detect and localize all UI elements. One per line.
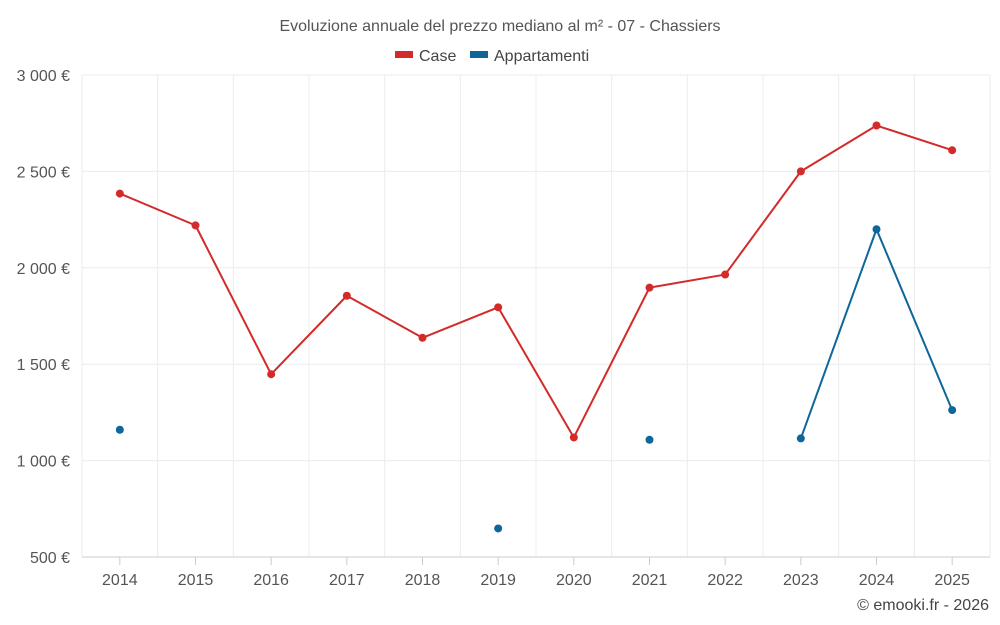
grid bbox=[81, 74, 991, 557]
x-tick-label: 2022 bbox=[707, 572, 743, 589]
x-axis: 2014 2015 2016 2017 2018 2019 2020 2021 2022 2023… bbox=[82, 556, 990, 589]
x-tick-label: 2014 bbox=[102, 572, 138, 589]
y-tick-label: 2 500 € bbox=[17, 164, 70, 181]
legend-swatch bbox=[395, 51, 413, 58]
data-point[interactable] bbox=[645, 283, 654, 292]
chart-title: Evoluzione annuale del prezzo mediano al… bbox=[279, 18, 720, 35]
series-line bbox=[799, 228, 954, 439]
y-tick-label: 1 500 € bbox=[17, 357, 70, 374]
x-tick-label: 2020 bbox=[556, 572, 592, 589]
y-axis: 500 € 1 000 € 1 500 € 2 000 € 2 500 € 3 000 € bbox=[17, 68, 70, 567]
data-point[interactable] bbox=[948, 406, 957, 415]
series-layer bbox=[115, 121, 957, 533]
y-tick-label: 3 000 € bbox=[17, 68, 70, 85]
y-tick-label: 500 € bbox=[30, 550, 70, 567]
x-tick-label: 2015 bbox=[178, 572, 214, 589]
data-point[interactable] bbox=[115, 425, 124, 434]
legend-label[interactable]: Appartamenti bbox=[494, 48, 589, 65]
data-point[interactable] bbox=[569, 433, 578, 442]
y-tick-label: 2 000 € bbox=[17, 261, 70, 278]
data-point[interactable] bbox=[418, 333, 427, 342]
data-point[interactable] bbox=[342, 291, 351, 300]
data-point[interactable] bbox=[494, 303, 503, 312]
data-point[interactable] bbox=[796, 434, 805, 443]
data-point[interactable] bbox=[191, 221, 200, 230]
data-point[interactable] bbox=[645, 435, 654, 444]
series-line bbox=[119, 124, 953, 439]
credit-text: © emooki.fr - 2026 bbox=[857, 597, 989, 614]
data-point[interactable] bbox=[948, 146, 957, 155]
series-case bbox=[115, 121, 957, 442]
data-point[interactable] bbox=[115, 189, 124, 198]
x-tick-label: 2017 bbox=[329, 572, 365, 589]
x-tick-label: 2023 bbox=[783, 572, 819, 589]
x-tick-label: 2016 bbox=[253, 572, 289, 589]
x-tick-label: 2024 bbox=[859, 572, 895, 589]
data-point[interactable] bbox=[872, 121, 881, 130]
x-tick-label: 2025 bbox=[934, 572, 970, 589]
data-point[interactable] bbox=[796, 167, 805, 176]
x-tick-label: 2019 bbox=[480, 572, 516, 589]
data-point[interactable] bbox=[872, 225, 881, 234]
legend-label[interactable]: Case bbox=[419, 48, 456, 65]
data-point[interactable] bbox=[267, 370, 276, 379]
data-point[interactable] bbox=[721, 270, 730, 279]
series-appartamenti bbox=[115, 225, 957, 533]
data-point[interactable] bbox=[494, 524, 503, 533]
legend: Case Appartamenti bbox=[395, 48, 589, 65]
x-tick-label: 2018 bbox=[405, 572, 441, 589]
legend-swatch bbox=[470, 51, 488, 58]
x-tick-label: 2021 bbox=[632, 572, 668, 589]
y-tick-label: 1 000 € bbox=[17, 454, 70, 471]
